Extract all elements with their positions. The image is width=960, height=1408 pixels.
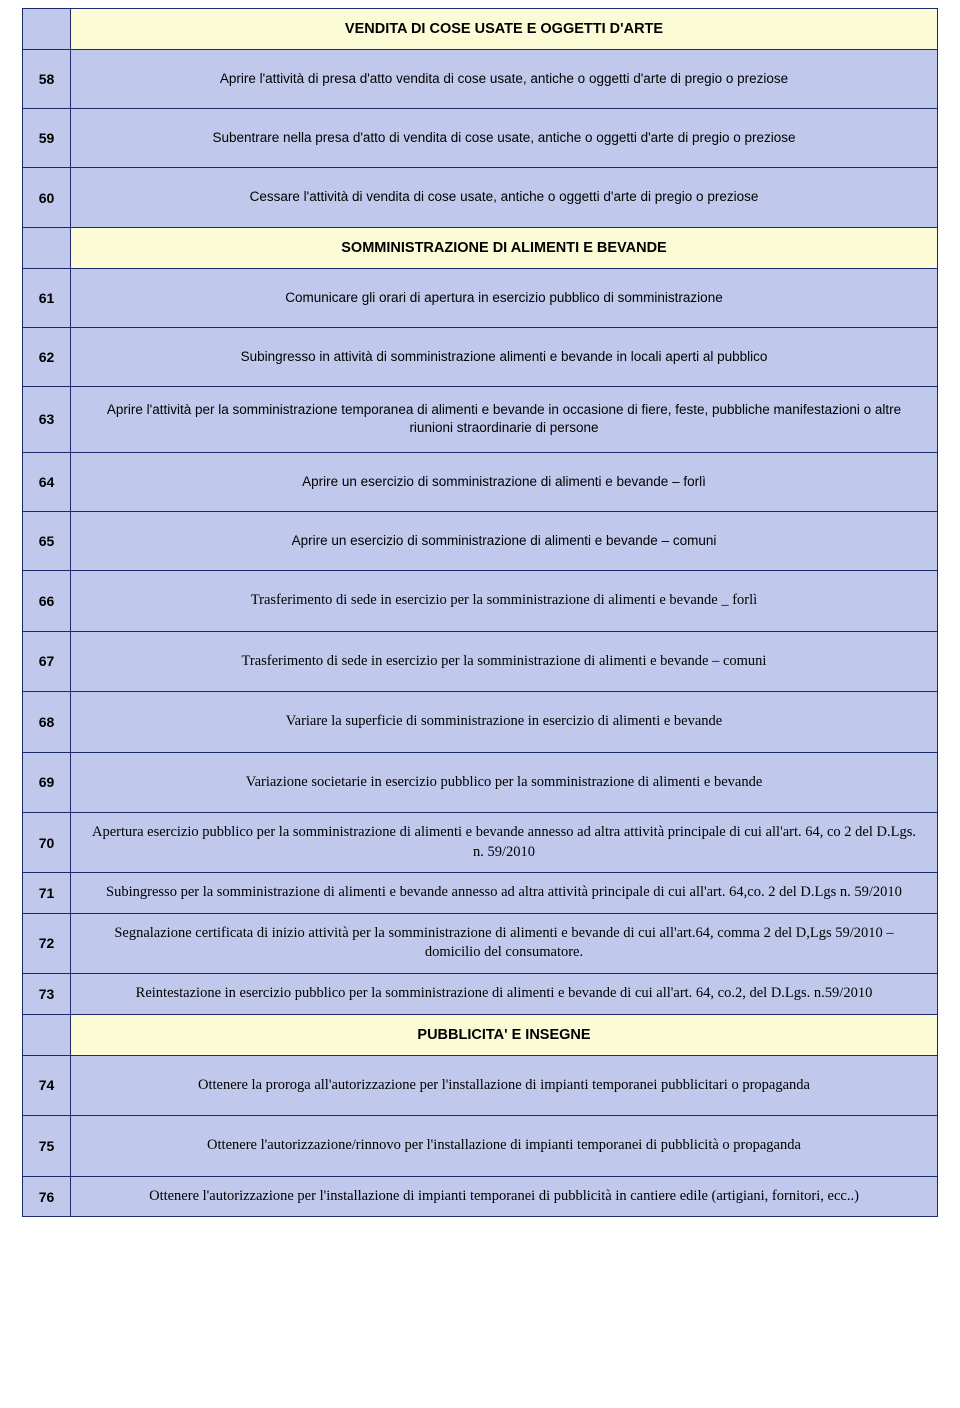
row-number: 73 bbox=[23, 974, 71, 1015]
row-text: Ottenere la proroga all'autorizzazione p… bbox=[71, 1055, 938, 1116]
row-number: 69 bbox=[23, 752, 71, 813]
table-row: 66 Trasferimento di sede in esercizio pe… bbox=[23, 570, 938, 631]
number-cell-empty bbox=[23, 227, 71, 268]
table-row: 74 Ottenere la proroga all'autorizzazion… bbox=[23, 1055, 938, 1116]
row-text: Apertura esercizio pubblico per la sommi… bbox=[71, 813, 938, 873]
number-cell-empty bbox=[23, 1014, 71, 1055]
table-row: 68 Variare la superficie di somministraz… bbox=[23, 692, 938, 753]
row-text: Trasferimento di sede in esercizio per l… bbox=[71, 570, 938, 631]
table-row: 64 Aprire un esercizio di somministrazio… bbox=[23, 452, 938, 511]
row-number: 60 bbox=[23, 168, 71, 227]
row-number: 67 bbox=[23, 631, 71, 692]
row-number: 58 bbox=[23, 50, 71, 109]
row-number: 63 bbox=[23, 387, 71, 452]
table-row: 76 Ottenere l'autorizzazione per l'insta… bbox=[23, 1176, 938, 1217]
row-number: 74 bbox=[23, 1055, 71, 1116]
row-number: 66 bbox=[23, 570, 71, 631]
row-number: 71 bbox=[23, 873, 71, 914]
row-text: Aprire l'attività di presa d'atto vendit… bbox=[71, 50, 938, 109]
row-text: Subingresso in attività di somministrazi… bbox=[71, 327, 938, 386]
row-text: Ottenere l'autorizzazione/rinnovo per l'… bbox=[71, 1116, 938, 1177]
procedures-table: VENDITA DI COSE USATE E OGGETTI D'ARTE 5… bbox=[22, 8, 938, 1217]
section-header: VENDITA DI COSE USATE E OGGETTI D'ARTE bbox=[71, 9, 938, 50]
row-text: Subingresso per la somministrazione di a… bbox=[71, 873, 938, 914]
number-cell-empty bbox=[23, 9, 71, 50]
section-header: PUBBLICITA' E INSEGNE bbox=[71, 1014, 938, 1055]
row-text: Aprire un esercizio di somministrazione … bbox=[71, 452, 938, 511]
table-row: 65 Aprire un esercizio di somministrazio… bbox=[23, 511, 938, 570]
table-row: 60 Cessare l'attività di vendita di cose… bbox=[23, 168, 938, 227]
row-number: 72 bbox=[23, 913, 71, 973]
row-text: Comunicare gli orari di apertura in eser… bbox=[71, 268, 938, 327]
row-text: Subentrare nella presa d'atto di vendita… bbox=[71, 109, 938, 168]
row-number: 70 bbox=[23, 813, 71, 873]
row-text: Cessare l'attività di vendita di cose us… bbox=[71, 168, 938, 227]
row-number: 75 bbox=[23, 1116, 71, 1177]
section-header-row: VENDITA DI COSE USATE E OGGETTI D'ARTE bbox=[23, 9, 938, 50]
section-header-row: PUBBLICITA' E INSEGNE bbox=[23, 1014, 938, 1055]
row-number: 68 bbox=[23, 692, 71, 753]
row-text: Trasferimento di sede in esercizio per l… bbox=[71, 631, 938, 692]
table-row: 67 Trasferimento di sede in esercizio pe… bbox=[23, 631, 938, 692]
row-number: 62 bbox=[23, 327, 71, 386]
table-row: 61 Comunicare gli orari di apertura in e… bbox=[23, 268, 938, 327]
table-row: 72 Segnalazione certificata di inizio at… bbox=[23, 913, 938, 973]
table-row: 62 Subingresso in attività di somministr… bbox=[23, 327, 938, 386]
table-row: 75 Ottenere l'autorizzazione/rinnovo per… bbox=[23, 1116, 938, 1177]
row-number: 64 bbox=[23, 452, 71, 511]
table-row: 63 Aprire l'attività per la somministraz… bbox=[23, 387, 938, 452]
row-number: 76 bbox=[23, 1176, 71, 1217]
row-text: Ottenere l'autorizzazione per l'installa… bbox=[71, 1176, 938, 1217]
table-row: 58 Aprire l'attività di presa d'atto ven… bbox=[23, 50, 938, 109]
row-number: 65 bbox=[23, 511, 71, 570]
row-text: Reintestazione in esercizio pubblico per… bbox=[71, 974, 938, 1015]
table-row: 73 Reintestazione in esercizio pubblico … bbox=[23, 974, 938, 1015]
row-text: Aprire un esercizio di somministrazione … bbox=[71, 511, 938, 570]
row-text: Variare la superficie di somministrazion… bbox=[71, 692, 938, 753]
section-header-row: SOMMINISTRAZIONE DI ALIMENTI E BEVANDE bbox=[23, 227, 938, 268]
page: VENDITA DI COSE USATE E OGGETTI D'ARTE 5… bbox=[0, 0, 960, 1225]
row-number: 61 bbox=[23, 268, 71, 327]
section-header: SOMMINISTRAZIONE DI ALIMENTI E BEVANDE bbox=[71, 227, 938, 268]
row-text: Aprire l'attività per la somministrazion… bbox=[71, 387, 938, 452]
table-row: 69 Variazione societarie in esercizio pu… bbox=[23, 752, 938, 813]
table-row: 59 Subentrare nella presa d'atto di vend… bbox=[23, 109, 938, 168]
table-row: 71 Subingresso per la somministrazione d… bbox=[23, 873, 938, 914]
row-text: Segnalazione certificata di inizio attiv… bbox=[71, 913, 938, 973]
row-number: 59 bbox=[23, 109, 71, 168]
table-row: 70 Apertura esercizio pubblico per la so… bbox=[23, 813, 938, 873]
row-text: Variazione societarie in esercizio pubbl… bbox=[71, 752, 938, 813]
